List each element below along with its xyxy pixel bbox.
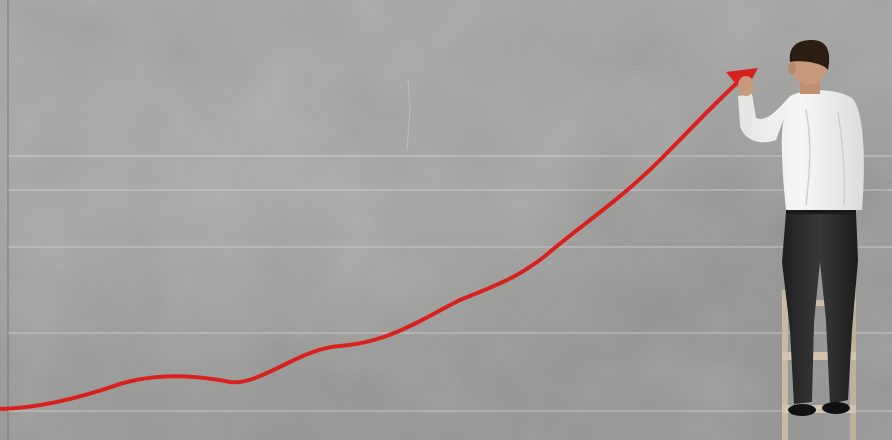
hand [738,76,754,96]
ladder-step [782,405,856,413]
ladder-rail-left [782,290,788,440]
trousers [782,212,858,404]
wall-gridlines [8,155,892,412]
shirt-fold [805,109,811,206]
shoe-left [788,404,816,416]
ear [788,62,796,74]
ladder-step [782,300,856,306]
red-trend-line [0,80,740,411]
ladder-step [782,352,856,360]
hair [789,40,830,70]
shirt [738,90,864,210]
shirt-fold [837,111,846,206]
wall-crack [406,79,411,151]
ladder [782,280,856,440]
businessman-figure [738,40,864,416]
shoe-right [822,402,850,414]
